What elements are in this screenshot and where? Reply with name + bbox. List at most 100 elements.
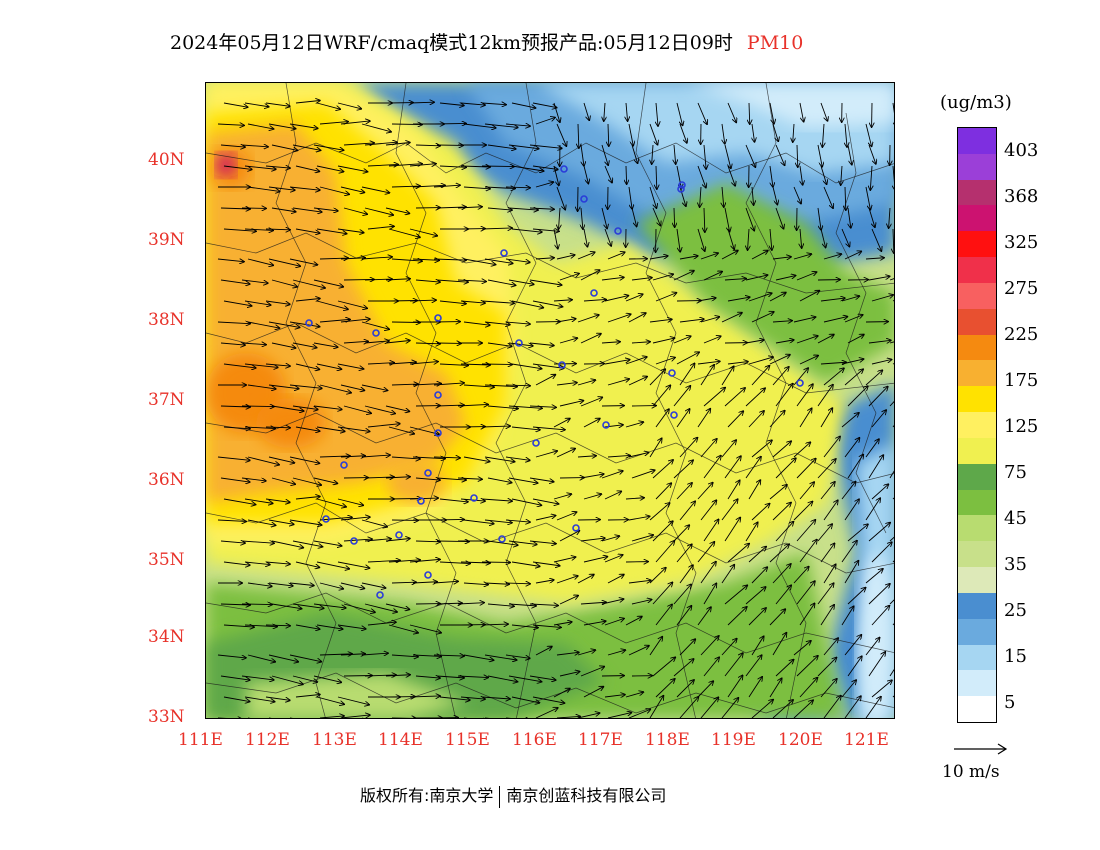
wind-arrow (361, 653, 388, 655)
wind-arrow (220, 145, 245, 147)
wind-arrow (556, 383, 577, 385)
wind-arrow (244, 625, 277, 627)
wind-arrow (649, 438, 662, 458)
station-marker (678, 181, 686, 189)
wind-arrow (700, 697, 718, 718)
wind-arrow (361, 123, 391, 132)
wind-arrow (775, 340, 794, 344)
wind-arrow (313, 675, 341, 682)
legend-color-box (958, 463, 996, 491)
wind-arrow (367, 622, 396, 626)
wind-arrow (271, 477, 295, 484)
wind-arrow (727, 675, 743, 698)
wind-arrow (508, 406, 542, 408)
wind-arrow (889, 401, 894, 407)
wind-arrow (772, 633, 786, 656)
wind-arrow (439, 364, 468, 365)
wind-arrow (700, 186, 701, 207)
wind-arrow (292, 603, 324, 608)
legend-color-box (958, 412, 996, 439)
wind-arrow (847, 656, 862, 677)
wind-arrow (868, 455, 883, 479)
wind-arrow (577, 575, 594, 584)
wind-arrow (679, 639, 695, 656)
wind-arrow (532, 625, 561, 627)
wind-arrow (841, 228, 849, 246)
wind-arrow (364, 207, 393, 215)
wind-arrow (793, 641, 811, 656)
wind-arrow (361, 455, 390, 457)
province-border (206, 142, 894, 184)
wind-arrow (697, 681, 713, 698)
wind-arrow (292, 675, 317, 682)
wind-arrow (679, 501, 695, 521)
wind-arrow (847, 335, 864, 344)
wind-arrow (673, 336, 691, 344)
station-marker (572, 524, 580, 532)
wind-arrow (583, 228, 587, 247)
wind-arrow (721, 499, 738, 521)
wind-arrow (844, 315, 863, 323)
wind-arrow (511, 228, 542, 232)
wind-arrow (793, 123, 794, 142)
wind-arrow (340, 186, 364, 192)
wind-arrow (337, 363, 364, 369)
wind-arrow (656, 102, 658, 126)
wind-arrow (721, 698, 738, 718)
wind-arrow (628, 516, 650, 521)
wind-arrow (559, 207, 560, 229)
wind-arrow (631, 278, 652, 280)
wind-arrow (844, 696, 861, 718)
wind-arrow (769, 165, 773, 187)
wind-arrow (553, 494, 571, 500)
wind-arrow (439, 103, 464, 106)
wind-arrow (244, 300, 271, 305)
wind-arrow (361, 257, 392, 259)
wind-arrow (481, 697, 510, 699)
station-marker (372, 329, 380, 337)
wind-arrow (581, 207, 583, 229)
wind-arrow (871, 228, 881, 251)
wind-arrow (223, 363, 256, 368)
wind-arrow (436, 405, 464, 406)
wind-arrow (223, 498, 256, 505)
wind-arrow (343, 603, 375, 612)
wind-arrow (532, 561, 560, 566)
wind-arrow (364, 539, 391, 541)
wind-arrow (433, 185, 460, 187)
wind-arrow (268, 456, 294, 463)
wind-arrow (268, 384, 299, 389)
wind-arrow (460, 103, 485, 105)
wind-arrow (460, 562, 490, 563)
wind-arrow (553, 165, 559, 185)
wind-arrow (868, 276, 890, 281)
wind-arrow (649, 319, 672, 322)
wind-arrow (532, 300, 562, 307)
wind-arrow (316, 426, 345, 431)
wind-arrow (457, 280, 486, 281)
wind-arrow (409, 228, 437, 236)
wind-reference-label: 10 m/s (942, 762, 1000, 782)
wind-arrow (436, 280, 468, 282)
station-marker (515, 339, 523, 347)
wind-arrow (793, 186, 801, 204)
wind-arrow (628, 580, 651, 583)
wind-arrow (724, 279, 746, 280)
wind-arrow (248, 717, 251, 718)
wind-arrow (217, 520, 246, 521)
wind-arrow (433, 457, 460, 458)
wind-arrow (604, 296, 628, 302)
wind-arrow (580, 474, 604, 479)
wind-arrow (271, 279, 297, 287)
legend-color-box (958, 231, 996, 258)
wind-arrow (316, 498, 346, 507)
wind-arrow (481, 499, 512, 501)
copyright: 版权所有:南京大学 南京创蓝科技有限公司 (360, 782, 666, 808)
wind-arrow (292, 279, 325, 288)
wind-arrow (364, 675, 396, 676)
wind-arrow (823, 368, 844, 386)
wind-arrow (748, 357, 773, 365)
wind-arrow (583, 621, 606, 626)
wind-arrow (652, 338, 674, 344)
wind-arrow (724, 207, 730, 232)
